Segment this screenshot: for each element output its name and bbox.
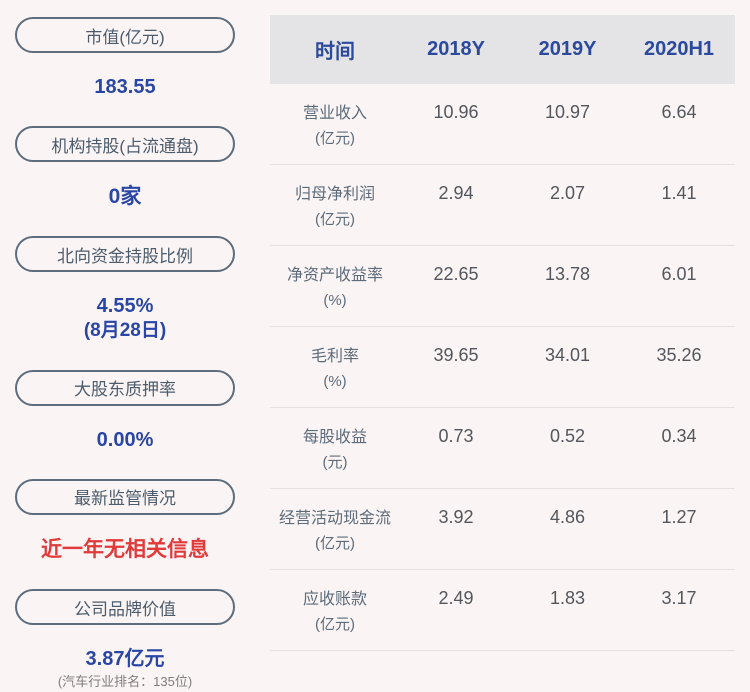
cell-value: 35.26 (656, 345, 702, 365)
row-label: 净资产收益率 (286, 267, 383, 284)
header-time: 时间 (315, 41, 355, 63)
brand-value-button[interactable]: 公司品牌价值 (15, 589, 235, 626)
northbound-holding-value: 4.55% (96, 295, 154, 318)
stat-pledge-ratio: 大股东质押率 0.00% (0, 369, 250, 453)
row-label: 营业收入 (302, 105, 367, 122)
table-row-gross-margin: 毛利率 (%) 39.65 34.01 35.26 (270, 327, 735, 408)
table-header-row: 时间 2018Y 2019Y 2020H1 (270, 15, 735, 84)
table-row-net-profit: 归母净利润 (亿元) 2.94 2.07 1.41 (270, 165, 735, 246)
table-row-receivables: 应收账款 (亿元) 2.49 1.83 3.17 (270, 570, 735, 651)
brand-value-value: 3.87亿元 (85, 648, 165, 671)
cell-value: 0.34 (661, 426, 697, 446)
row-unit: (元) (322, 453, 348, 471)
cell-value: 1.83 (549, 588, 586, 608)
stock-overview-panel: 市值(亿元) 183.55 机构持股(占流通盘) 0家 北向资金持股比例 4.5… (0, 0, 735, 689)
row-unit: (%) (323, 372, 347, 390)
header-2020h1: 2020H1 (643, 38, 715, 60)
cell-value: 1.27 (661, 507, 697, 527)
cell-value: 3.92 (438, 507, 474, 527)
cell-value: 3.17 (661, 588, 697, 608)
row-unit: (亿元) (315, 615, 355, 633)
cell-value: 2.94 (438, 183, 474, 203)
row-label: 应收账款 (302, 591, 367, 608)
regulatory-status-button[interactable]: 最新监管情况 (15, 478, 235, 515)
cell-value: 34.01 (544, 345, 591, 365)
cell-value: 2.49 (438, 588, 474, 608)
northbound-holding-date: (8月28日) (83, 320, 167, 342)
pledge-ratio-value: 0.00% (96, 428, 154, 451)
cell-value: 10.97 (544, 102, 591, 122)
cell-value: 6.64 (661, 102, 697, 122)
cell-value: 1.41 (661, 183, 697, 203)
table-row-revenue: 营业收入 (亿元) 10.96 10.97 6.64 (270, 84, 735, 165)
cell-value: 0.52 (549, 426, 586, 446)
institutional-holding-value: 0家 (108, 185, 142, 208)
market-cap-button[interactable]: 市值(亿元) (15, 17, 235, 53)
row-label: 每股收益 (302, 429, 367, 446)
row-label: 毛利率 (310, 348, 359, 365)
cell-value: 22.65 (433, 264, 479, 284)
row-unit: (%) (323, 291, 347, 309)
institutional-holding-button[interactable]: 机构持股(占流通盘) (15, 126, 235, 162)
sidebar-stats: 市值(亿元) 183.55 机构持股(占流通盘) 0家 北向资金持股比例 4.5… (0, 0, 250, 689)
cell-value: 0.73 (438, 426, 474, 446)
row-unit: (亿元) (315, 210, 355, 228)
regulatory-status-value: 近一年无相关信息 (41, 537, 209, 561)
table-row-roe: 净资产收益率 (%) 22.65 13.78 6.01 (270, 246, 735, 327)
row-unit: (亿元) (315, 534, 355, 552)
cell-value: 39.65 (433, 345, 479, 365)
stat-regulatory-status: 最新监管情况 近一年无相关信息 (0, 478, 250, 563)
row-label: 经营活动现金流 (278, 510, 391, 527)
stat-northbound-holding: 北向资金持股比例 4.55% (8月28日) (0, 236, 250, 344)
cell-value: 13.78 (544, 264, 591, 284)
market-cap-value: 183.55 (94, 76, 156, 98)
pledge-ratio-button[interactable]: 大股东质押率 (15, 369, 235, 406)
cell-value: 6.01 (661, 264, 697, 284)
cell-value: 2.07 (549, 183, 586, 203)
stat-brand-value: 公司品牌价值 3.87亿元 (汽车行业排名：135位) (0, 589, 250, 692)
table-row-operating-cashflow: 经营活动现金流 (亿元) 3.92 4.86 1.27 (270, 489, 735, 570)
brand-value-rank-note: (汽车行业排名：135位) (57, 674, 193, 690)
financials-table: 时间 2018Y 2019Y 2020H1 营业收入 (亿元) 10.96 10.… (270, 15, 735, 678)
cell-value: 10.96 (433, 102, 479, 122)
northbound-holding-button[interactable]: 北向资金持股比例 (15, 236, 235, 273)
header-2018y: 2018Y (427, 38, 485, 60)
table-row-eps: 每股收益 (元) 0.73 0.52 0.34 (270, 408, 735, 489)
stat-institutional-holding: 机构持股(占流通盘) 0家 (0, 126, 250, 210)
row-unit: (亿元) (315, 129, 355, 147)
cell-value: 4.86 (549, 507, 586, 527)
row-label: 归母净利润 (294, 186, 375, 203)
header-2019y: 2019Y (538, 38, 597, 60)
stat-market-cap: 市值(亿元) 183.55 (0, 17, 250, 100)
